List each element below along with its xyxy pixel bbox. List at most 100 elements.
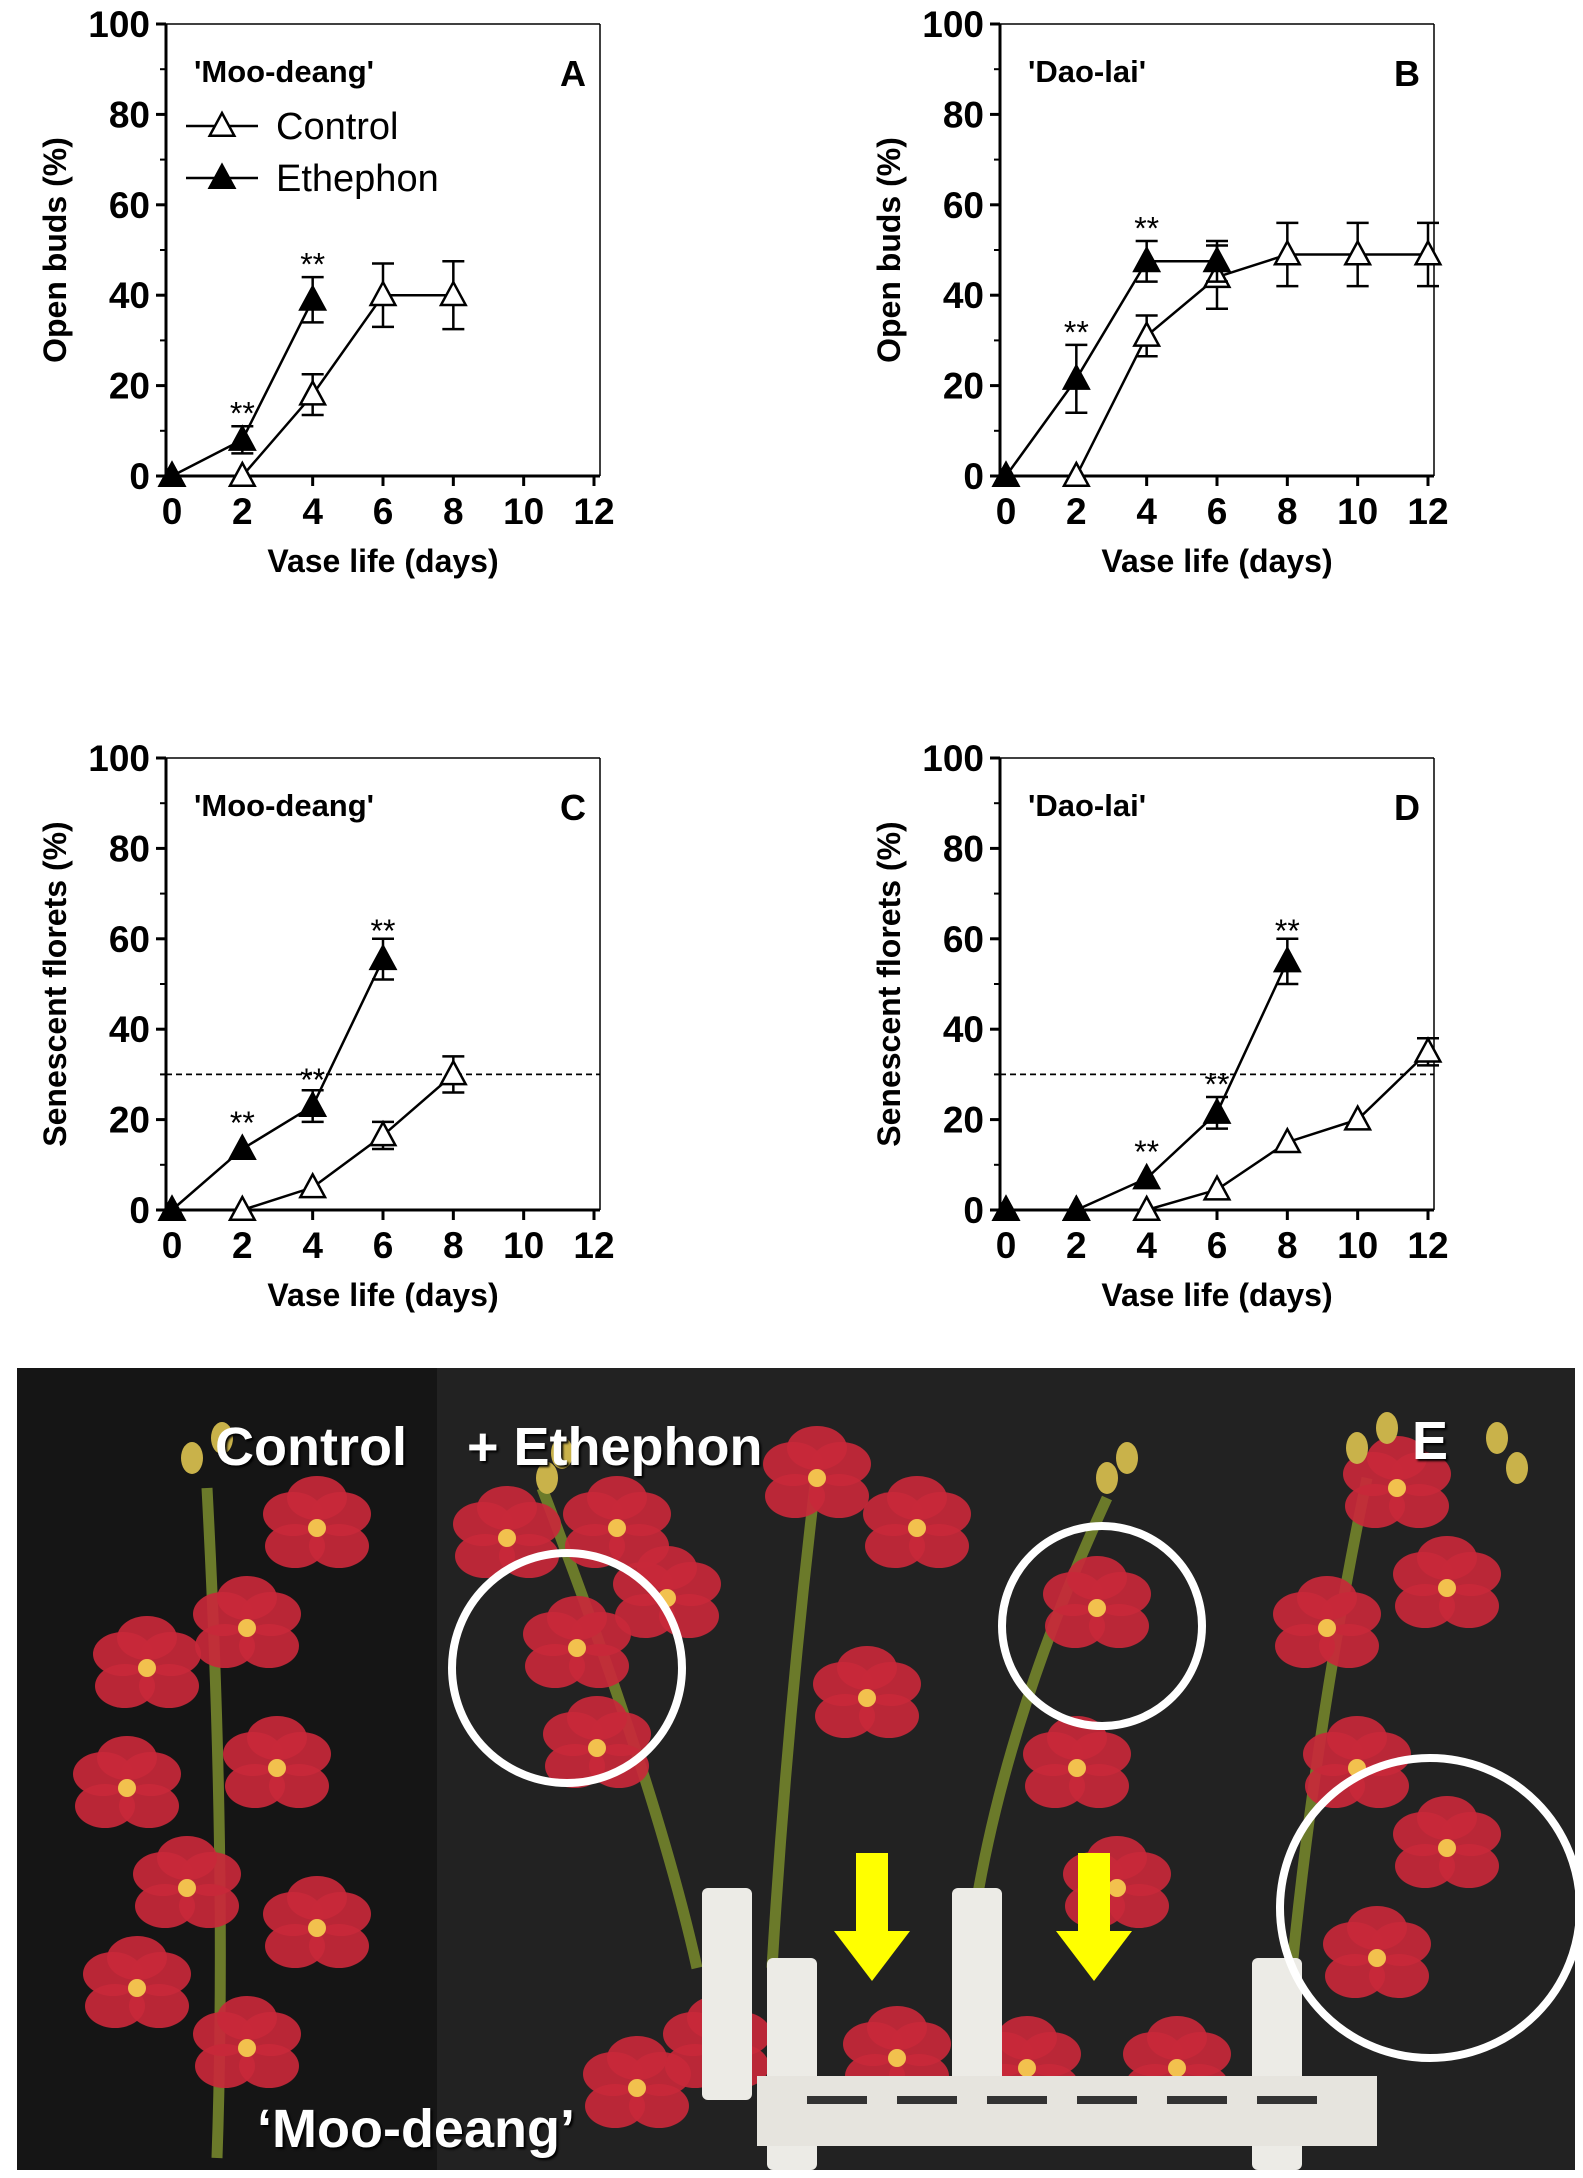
series-line-ethephon [1004, 260, 1217, 477]
orchid-column [1388, 1479, 1406, 1497]
y-tick-label: 80 [943, 828, 984, 869]
tray-slot [1257, 2096, 1317, 2104]
orchid-petal [629, 2084, 689, 2128]
data-point-control [1061, 460, 1091, 487]
y-tick-label: 0 [129, 1190, 150, 1231]
orchid-column [908, 1519, 926, 1537]
significance-marker: ** [1205, 1066, 1230, 1102]
y-tick-label: 20 [109, 1100, 150, 1141]
orchid-column [608, 1519, 626, 1537]
orchid-petal [909, 1524, 969, 1568]
orchid-petal [217, 1996, 277, 2040]
data-point-control [1343, 1103, 1373, 1131]
orchid-petal [637, 1546, 697, 1590]
tray-slot [897, 2096, 957, 2104]
data-point-control [1413, 1036, 1443, 1063]
data-point-control [1132, 1194, 1162, 1221]
y-axis-label: Senescent florets (%) [871, 821, 907, 1146]
orchid-petal [455, 1534, 515, 1578]
orchid-petal [1395, 1584, 1455, 1628]
y-tick-label: 0 [129, 456, 150, 497]
orchid-petal [85, 1984, 145, 2028]
orchid-petal [1345, 1484, 1405, 1528]
orchid-petal [119, 1784, 179, 1828]
x-tick-label: 4 [1136, 491, 1157, 532]
orchid-petal [1305, 1764, 1365, 1808]
x-tick-label: 8 [443, 1225, 464, 1266]
orchid-petal [239, 1624, 299, 1668]
orchid-petal [265, 1524, 325, 1568]
series-line-ethephon [171, 958, 385, 1211]
orchid-petal [787, 1426, 847, 1470]
x-tick-label: 10 [1337, 1225, 1378, 1266]
orchid-petal [195, 2044, 255, 2088]
data-point-control [1272, 238, 1302, 266]
x-tick-label: 6 [1207, 1225, 1228, 1266]
y-tick-label: 60 [943, 919, 984, 960]
photo-label-control: Control [215, 1417, 407, 1477]
y-tick-label: 100 [922, 4, 984, 45]
orchid-bud [211, 1422, 233, 1454]
orchid-petal [135, 1884, 195, 1928]
orchid-petal [859, 1694, 919, 1738]
orchid-petal [269, 1764, 329, 1808]
orchid-petal [837, 1646, 897, 1690]
significance-marker: ** [1064, 314, 1089, 350]
chart-panel-b: 0 20 40 60 80 100 0 2 4 6 8 10 12 Vase life (days) Ope… [871, 4, 1449, 579]
x-tick-label: 4 [302, 1225, 323, 1266]
orchid-petal [587, 1476, 647, 1520]
orchid-petal [815, 1694, 875, 1738]
orchid-petal [217, 1576, 277, 1620]
x-tick-label: 0 [162, 1225, 183, 1266]
data-point-ethephon [157, 460, 187, 487]
tray-slot [1167, 2096, 1227, 2104]
orchid-petal [129, 1984, 189, 2028]
y-axis-label: Open buds (%) [871, 137, 907, 363]
orchid-column [1368, 1949, 1386, 1967]
highlight-circle [1276, 1754, 1575, 2062]
orchid-petal [607, 2036, 667, 2080]
x-tick-label: 0 [162, 491, 183, 532]
orchid-petal [139, 1664, 199, 1708]
orchid-bud [536, 1462, 558, 1494]
orchid-column [178, 1879, 196, 1897]
arrow-shaft [856, 1853, 888, 1933]
x-tick-label: 8 [1277, 491, 1298, 532]
orchid-petal [1109, 1884, 1169, 1928]
y-axis-label: Senescent florets (%) [37, 821, 73, 1146]
y-axis-label: Open buds (%) [37, 137, 73, 363]
orchid-petal [1297, 1576, 1357, 1620]
legend-label: Ethephon [276, 158, 439, 200]
x-tick-label: 12 [1407, 1225, 1448, 1266]
orchid-petal [1025, 1764, 1085, 1808]
arrow-head [834, 1931, 910, 1981]
data-point-ethephon [298, 284, 328, 311]
orchid-column [1088, 1599, 1106, 1617]
data-point-ethephon [1202, 245, 1232, 273]
legend-marker [207, 162, 237, 189]
significance-marker: ** [230, 396, 255, 432]
data-point-control [298, 1171, 328, 1199]
cultivar-label: 'Moo-deang' [194, 54, 374, 89]
orchid-column [1018, 2059, 1036, 2077]
data-point-ethephon [1272, 945, 1302, 973]
significance-marker: ** [300, 1062, 325, 1098]
orchid-column [888, 2049, 906, 2067]
tray-slot [1077, 2096, 1137, 2104]
data-point-ethephon [227, 1133, 257, 1160]
data-point-control [368, 1119, 398, 1147]
orchid-column [138, 1659, 156, 1677]
data-point-control [1343, 238, 1373, 266]
orchid-column [1108, 1879, 1126, 1897]
x-tick-label: 12 [1407, 491, 1448, 532]
y-tick-label: 40 [109, 275, 150, 316]
x-axis-label: Vase life (days) [1101, 1277, 1332, 1313]
orchid-petal [1417, 1536, 1477, 1580]
orchid-petal [247, 1716, 307, 1760]
orchid-petal [1395, 1844, 1455, 1888]
significance-marker: ** [1134, 1134, 1159, 1170]
orchid-column [238, 1619, 256, 1637]
orchid-petal [225, 1764, 285, 1808]
chart-panel-a: 0 20 40 60 80 100 0 2 4 6 8 10 12 Vase life (days) Ope… [37, 4, 615, 579]
data-point-ethephon [1202, 1097, 1232, 1124]
